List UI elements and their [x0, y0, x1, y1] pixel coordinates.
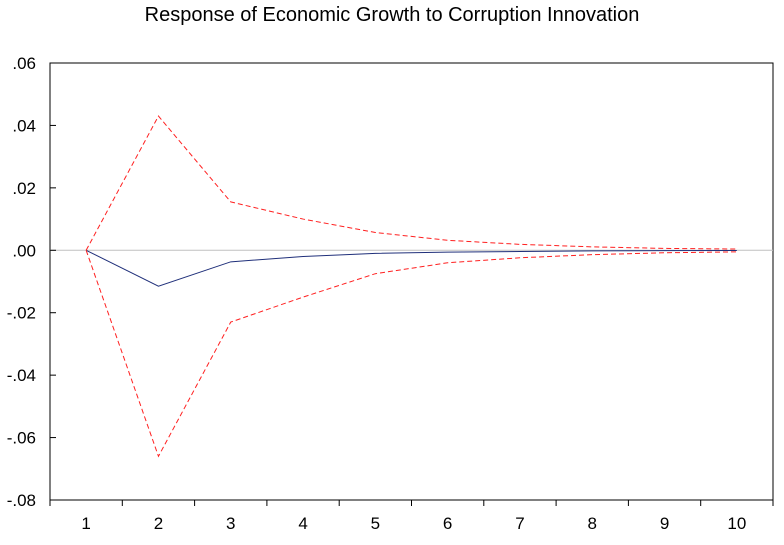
- x-tick-label: 2: [154, 514, 163, 533]
- series-line-1: [85, 115, 737, 251]
- y-tick-label: .00: [12, 241, 36, 260]
- series-line-2: [85, 250, 737, 458]
- y-tick-label: -.02: [7, 304, 36, 323]
- x-tick-label: 10: [727, 514, 746, 533]
- y-tick-label: -.04: [7, 366, 36, 385]
- x-tick-label: 5: [371, 514, 380, 533]
- x-tick-label: 9: [660, 514, 669, 533]
- x-tick-label: 4: [298, 514, 307, 533]
- y-tick-label: .06: [12, 54, 36, 73]
- series-line-0: [85, 249, 737, 287]
- y-tick-label: -.06: [7, 429, 36, 448]
- x-tick-label: 1: [81, 514, 90, 533]
- y-tick-label: -.08: [7, 491, 36, 510]
- x-tick-label: 7: [515, 514, 524, 533]
- x-tick-label: 8: [588, 514, 597, 533]
- y-tick-label: .04: [12, 116, 36, 135]
- plot-frame: [49, 62, 774, 501]
- x-tick-label: 3: [226, 514, 235, 533]
- y-tick-label: .02: [12, 179, 36, 198]
- x-tick-label: 6: [443, 514, 452, 533]
- chart-title: Response of Economic Growth to Corruptio…: [144, 4, 640, 26]
